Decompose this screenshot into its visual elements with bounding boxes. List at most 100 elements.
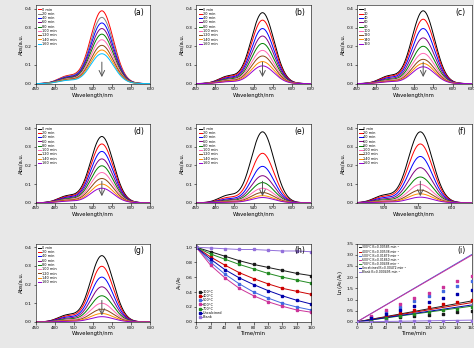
- Point: [367, 314, 375, 320]
- 0 min: [276, 57, 282, 62]
- 140: [437, 74, 443, 79]
- 300°C K=0.00585 min⁻¹: [469, 299, 474, 303]
- Blank: [265, 248, 271, 252]
- 160 min: [116, 71, 121, 76]
- Y-axis label: Abs/a.u.: Abs/a.u.: [18, 34, 24, 55]
- Point: [425, 312, 432, 318]
- Line: 160: 160: [357, 67, 472, 84]
- 500°C K=0.01879 min⁻¹: [359, 317, 365, 321]
- 600°C: [251, 294, 256, 298]
- 400°C: [208, 255, 213, 259]
- 20 min: [231, 73, 237, 78]
- 20: [400, 67, 405, 71]
- 140 min: [231, 79, 237, 83]
- 100 min: [33, 201, 38, 205]
- 400°C: [294, 289, 300, 293]
- Legend: 0 min, 20 min, 40 min, 60 min, 80 min, 100 min, 120 min, 140 min, 160 min: 0 min, 20 min, 40 min, 60 min, 80 min, 1…: [37, 126, 57, 166]
- 40 min: [117, 184, 122, 189]
- 80 min: [438, 194, 443, 198]
- 60 min: [33, 201, 38, 205]
- 140 min: [147, 320, 153, 324]
- 100: [368, 81, 374, 85]
- Line: 80 min: 80 min: [357, 177, 472, 203]
- 80 min: [231, 198, 237, 202]
- 140 min: [392, 199, 397, 204]
- 80 min: [266, 47, 272, 51]
- 120 min: [147, 201, 153, 205]
- 0 min: [277, 178, 283, 182]
- Line: 400°C: 400°C: [195, 246, 312, 296]
- 120 min: [308, 81, 314, 86]
- 20 min: [427, 156, 432, 160]
- 160 min: [231, 79, 237, 84]
- 40 min: [193, 81, 199, 86]
- 0 min: [116, 178, 121, 182]
- X-axis label: Time/min: Time/min: [402, 331, 427, 336]
- 20: [437, 60, 443, 64]
- Point: [396, 313, 404, 319]
- 500°C K=0.01879 min⁻¹: [459, 258, 465, 262]
- 80 min: [354, 200, 360, 205]
- 80 min: [392, 197, 397, 201]
- Line: 0 min: 0 min: [36, 11, 150, 84]
- 120 min: [117, 316, 122, 320]
- 80 min: [207, 200, 213, 205]
- 60: [368, 81, 374, 85]
- 20 min: [437, 185, 443, 189]
- 300°C K=0.00585 min⁻¹: [354, 320, 360, 324]
- 20 min: [33, 320, 38, 324]
- 100 min: [193, 201, 199, 205]
- 60 min: [277, 192, 283, 196]
- 60 min: [193, 81, 199, 86]
- Line: Blank K=0.000495 min⁻¹: Blank K=0.000495 min⁻¹: [357, 320, 472, 322]
- 80 min: [33, 81, 38, 86]
- Line: 160 min: 160 min: [36, 188, 150, 203]
- 40 min: [239, 69, 245, 73]
- Point: [410, 318, 418, 324]
- 20 min: [239, 67, 245, 71]
- 0 min: [78, 65, 84, 69]
- Point: [353, 319, 361, 325]
- 160 min: [392, 200, 397, 204]
- Line: 60 min: 60 min: [196, 36, 311, 84]
- 60: [469, 81, 474, 86]
- 140 min: [46, 81, 52, 85]
- 80: [368, 81, 374, 85]
- 0 min: [78, 305, 84, 309]
- 80 min: [308, 81, 314, 86]
- 600°C K=0.01860 min⁻¹: [354, 320, 360, 324]
- 20 min: [116, 59, 121, 63]
- 120 min: [354, 201, 360, 205]
- 40 min: [78, 310, 84, 314]
- 40 min: [46, 200, 52, 204]
- 100 min: [239, 74, 245, 78]
- 80 min: [105, 169, 111, 173]
- 100 min: [276, 196, 282, 200]
- Point: [439, 318, 447, 324]
- Uncalcined: [308, 302, 314, 306]
- Line: 100 min: 100 min: [36, 303, 150, 322]
- Point: [454, 283, 461, 288]
- 140 min: [469, 201, 474, 205]
- 100 min: [231, 77, 237, 81]
- 120 min: [70, 77, 76, 81]
- 700°C: [280, 275, 285, 279]
- 500°C K=0.01879 min⁻¹: [469, 253, 474, 257]
- 0 min: [277, 59, 283, 63]
- 160 min: [70, 78, 76, 82]
- 160: [354, 81, 360, 86]
- Point: [425, 304, 432, 310]
- 60 min: [117, 309, 122, 313]
- Line: 100 min: 100 min: [357, 184, 472, 203]
- 140: [400, 77, 405, 81]
- 20 min: [276, 60, 282, 64]
- Legend: 0 min, 20 min, 40 min, 60 min, 80 min, 100 min, 120 min, 140 min, 160 min: 0 min, 20 min, 40 min, 60 min, 80 min, 1…: [37, 245, 57, 285]
- 20 min: [105, 150, 111, 154]
- 60: [437, 66, 443, 70]
- 60 min: [70, 195, 76, 199]
- Line: 160 min: 160 min: [36, 317, 150, 322]
- 60 min: [277, 66, 283, 71]
- 120 min: [276, 197, 282, 201]
- 100 min: [438, 196, 443, 200]
- 80 min: [116, 65, 121, 69]
